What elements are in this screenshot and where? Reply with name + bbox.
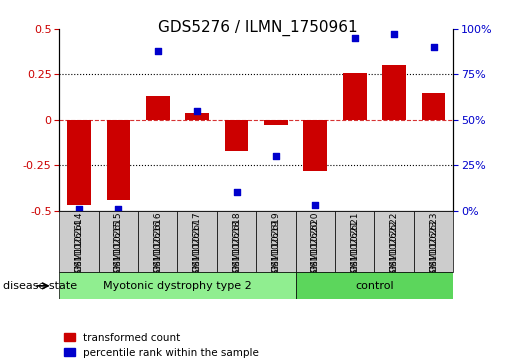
Text: GSM1102621: GSM1102621 (350, 220, 359, 280)
Bar (335, 211, 374, 272)
Text: GSM1102616: GSM1102616 (153, 220, 162, 281)
Bar (59, 211, 99, 272)
Bar (185, 113, 209, 120)
Bar (99, 211, 138, 272)
Text: control: control (355, 281, 393, 291)
Bar (217, 211, 256, 272)
Point (351, 35, 359, 41)
Legend: transformed count, percentile rank within the sample: transformed count, percentile rank withi… (64, 333, 259, 358)
Text: GSM1102615: GSM1102615 (114, 211, 123, 272)
Text: GSM1102623: GSM1102623 (429, 211, 438, 272)
Point (75, 206, 83, 212)
Text: GSM1102621: GSM1102621 (350, 211, 359, 272)
Bar (146, 96, 169, 120)
Text: Myotonic dystrophy type 2: Myotonic dystrophy type 2 (103, 281, 252, 291)
Bar (256, 211, 296, 272)
Bar (67, 120, 91, 205)
Text: GSM1102618: GSM1102618 (232, 211, 241, 272)
Bar (296, 211, 335, 272)
Bar (59, 272, 296, 299)
Text: GSM1102614: GSM1102614 (75, 211, 83, 272)
Text: GSM1102623: GSM1102623 (429, 220, 438, 280)
Bar (138, 211, 177, 272)
Text: GSM1102615: GSM1102615 (114, 220, 123, 281)
Text: disease state: disease state (3, 281, 77, 291)
Text: GSM1102622: GSM1102622 (390, 211, 399, 272)
Bar (374, 211, 414, 272)
Text: GSM1102614: GSM1102614 (75, 220, 83, 280)
Bar (296, 272, 453, 299)
Text: GSM1102622: GSM1102622 (390, 220, 399, 280)
Point (193, 108, 201, 114)
Text: GSM1102620: GSM1102620 (311, 220, 320, 280)
Bar (422, 93, 445, 120)
Point (153, 48, 162, 54)
Bar (177, 211, 217, 272)
Bar (225, 120, 248, 151)
Text: GDS5276 / ILMN_1750961: GDS5276 / ILMN_1750961 (158, 20, 357, 36)
Bar (303, 120, 327, 171)
Point (390, 32, 398, 37)
Bar (414, 211, 453, 272)
Point (232, 189, 241, 195)
Point (430, 44, 438, 50)
Text: GSM1102619: GSM1102619 (271, 220, 280, 281)
Point (114, 206, 123, 212)
Bar (382, 65, 406, 120)
Point (311, 202, 319, 208)
Text: GSM1102619: GSM1102619 (271, 211, 280, 272)
Text: GSM1102617: GSM1102617 (193, 220, 201, 281)
Text: GSM1102616: GSM1102616 (153, 211, 162, 272)
Bar (107, 120, 130, 200)
Bar (264, 120, 288, 125)
Point (272, 153, 280, 159)
Bar (343, 73, 367, 120)
Text: GSM1102620: GSM1102620 (311, 211, 320, 272)
Text: GSM1102618: GSM1102618 (232, 220, 241, 281)
Text: GSM1102617: GSM1102617 (193, 211, 201, 272)
